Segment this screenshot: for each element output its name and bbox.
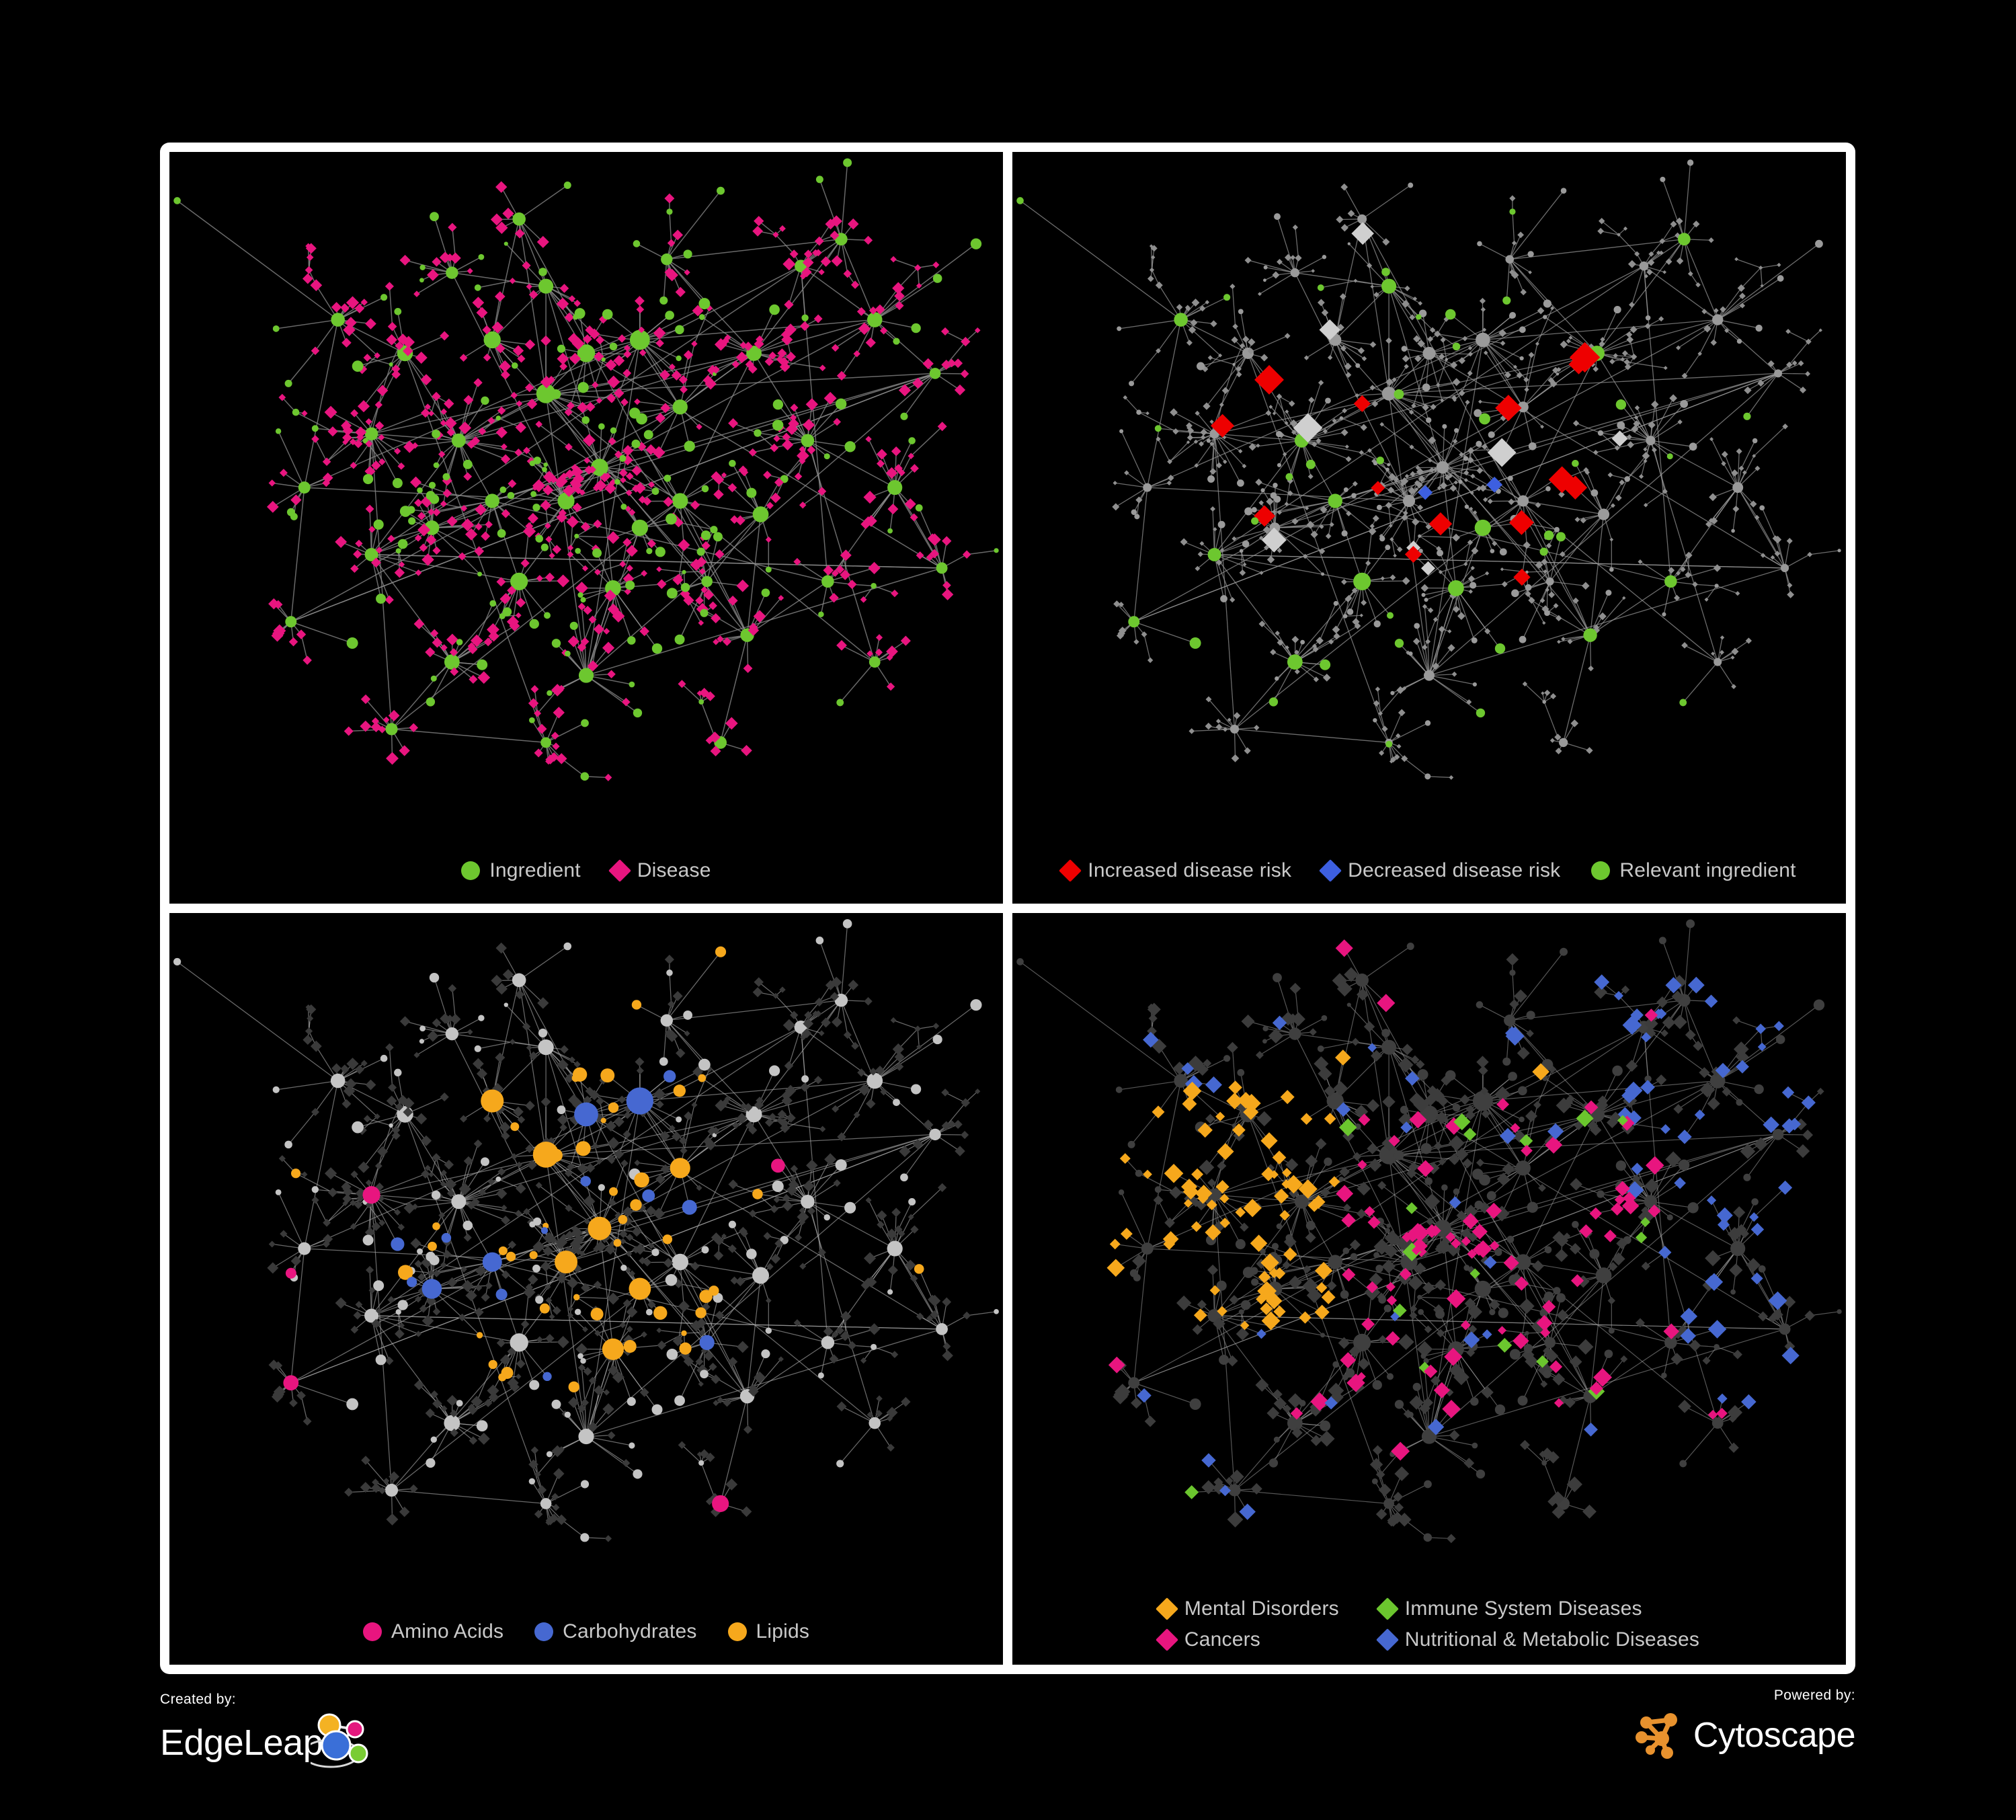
legend-label: Amino Acids: [391, 1620, 504, 1643]
legend-item-nutritional-metabolic[interactable]: Nutritional & Metabolic Diseases: [1375, 1628, 1700, 1651]
legend-item-ingredient[interactable]: Ingredient: [461, 859, 581, 881]
legend-item-disease[interactable]: Disease: [608, 859, 711, 882]
legend-label: Immune System Diseases: [1404, 1597, 1642, 1620]
legend-label: Decreased disease risk: [1348, 859, 1561, 881]
edgeleap-wordmark: EdgeLeap: [160, 1722, 323, 1763]
legend-label: Relevant ingredient: [1619, 859, 1796, 881]
legend-item-increased-risk[interactable]: Increased disease risk: [1059, 859, 1292, 882]
legend-item-decreased-risk[interactable]: Decreased disease risk: [1319, 859, 1561, 882]
legend-label: Cancers: [1184, 1628, 1260, 1651]
legend-item-lipids[interactable]: Lipids: [727, 1620, 810, 1643]
legend-label: Nutritional & Metabolic Diseases: [1404, 1628, 1700, 1651]
panel-ingredient-disease[interactable]: Ingredient Disease: [169, 152, 1003, 904]
legend-label: Ingredient: [489, 859, 581, 881]
legend-label: Carbohydrates: [563, 1620, 697, 1643]
immune-system-diamond-icon: [1375, 1597, 1399, 1620]
legend-panel-1: Ingredient Disease: [169, 859, 1003, 882]
panel-disease-risk[interactable]: Increased disease risk Decreased disease…: [1012, 152, 1846, 904]
network-canvas-1[interactable]: [169, 152, 1003, 904]
legend-item-amino-acids[interactable]: Amino Acids: [362, 1620, 504, 1643]
lipids-circle-icon: [727, 1622, 747, 1641]
legend-panel-3: Amino Acids Carbohydrates Lipids: [169, 1622, 1003, 1642]
amino-acids-circle-icon: [362, 1622, 382, 1641]
legend-item-immune-system-diseases[interactable]: Immune System Diseases: [1375, 1597, 1699, 1620]
legend-label: Mental Disorders: [1184, 1597, 1339, 1620]
created-by-branding: Created by: EdgeLeap: [160, 1692, 372, 1773]
legend-label: Lipids: [756, 1620, 810, 1643]
figure-frame: Ingredient Disease Increased disease ris…: [160, 143, 1855, 1674]
decreased-risk-diamond-icon: [1319, 859, 1342, 882]
powered-by-kicker: Powered by:: [1773, 1688, 1855, 1703]
panel-disease-class[interactable]: Mental Disorders Immune System Diseases …: [1012, 913, 1846, 1665]
legend-label: Increased disease risk: [1088, 859, 1292, 881]
carbohydrates-circle-icon: [534, 1622, 554, 1641]
powered-by-branding: Powered by:: [1633, 1688, 1856, 1762]
legend-panel-4: Mental Disorders Immune System Diseases …: [1012, 1597, 1846, 1651]
network-canvas-3[interactable]: [169, 913, 1003, 1665]
legend-item-relevant-ingredient[interactable]: Relevant ingredient: [1591, 861, 1796, 881]
relevant-ingredient-circle-icon: [1591, 861, 1611, 880]
disease-diamond-icon: [608, 859, 631, 882]
cytoscape-node-graph-icon: [1633, 1708, 1687, 1762]
ingredient-circle-icon: [461, 861, 481, 880]
legend-panel-2: Increased disease risk Decreased disease…: [1012, 859, 1846, 882]
cancers-diamond-icon: [1155, 1628, 1178, 1651]
network-canvas-2[interactable]: [1012, 152, 1846, 904]
footer: Created by: EdgeLeap Powered by:: [160, 1678, 1856, 1806]
increased-risk-diamond-icon: [1059, 859, 1082, 882]
legend-item-mental-disorders[interactable]: Mental Disorders: [1155, 1597, 1339, 1620]
legend-item-cancers[interactable]: Cancers: [1155, 1628, 1339, 1651]
panel-ingredient-class[interactable]: Amino Acids Carbohydrates Lipids: [169, 913, 1003, 1665]
legend-item-carbohydrates[interactable]: Carbohydrates: [534, 1622, 696, 1642]
network-canvas-4[interactable]: [1012, 913, 1846, 1665]
cytoscape-wordmark: Cytoscape: [1693, 1715, 1856, 1755]
mental-disorders-diamond-icon: [1155, 1597, 1178, 1620]
created-by-kicker: Created by:: [160, 1692, 236, 1707]
edgeleap-node-graph-icon: [301, 1712, 372, 1773]
nutritional-metabolic-diamond-icon: [1375, 1628, 1399, 1651]
legend-label: Disease: [637, 859, 711, 881]
